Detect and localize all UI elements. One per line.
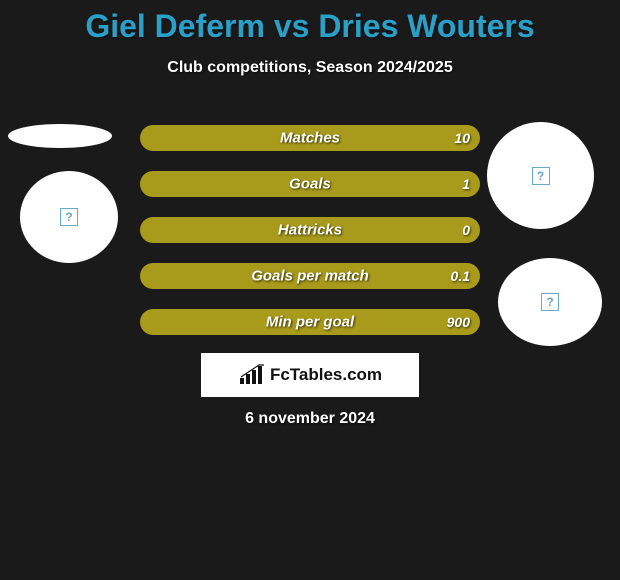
page-title: Giel Deferm vs Dries Wouters bbox=[0, 0, 620, 45]
brand-badge: FcTables.com bbox=[201, 353, 419, 397]
player-left-logo: ? bbox=[20, 171, 118, 263]
player-left-ellipse bbox=[8, 124, 112, 148]
stat-row: Goals per match 0.1 bbox=[140, 263, 480, 289]
bar-left bbox=[140, 171, 147, 197]
comparison-chart: Matches 10 Goals 1 Hattricks 0 Goals per match… bbox=[140, 125, 480, 355]
bar-left bbox=[140, 125, 147, 151]
player-right-logo-1: ? bbox=[487, 122, 594, 229]
stat-row: Goals 1 bbox=[140, 171, 480, 197]
bar-left bbox=[140, 309, 147, 335]
stat-label: Hattricks bbox=[278, 222, 342, 239]
placeholder-icon: ? bbox=[541, 293, 559, 311]
bar-left bbox=[140, 217, 147, 243]
stat-row: Matches 10 bbox=[140, 125, 480, 151]
stat-value-right: 0 bbox=[462, 222, 470, 238]
stat-value-right: 900 bbox=[447, 314, 470, 330]
brand-text: FcTables.com bbox=[270, 365, 382, 385]
stat-label: Matches bbox=[280, 130, 340, 147]
generation-date: 6 november 2024 bbox=[245, 410, 375, 428]
stat-value-right: 0.1 bbox=[451, 268, 470, 284]
stat-label: Goals per match bbox=[251, 268, 369, 285]
stat-label: Goals bbox=[289, 176, 331, 193]
placeholder-icon: ? bbox=[60, 208, 78, 226]
stat-label: Min per goal bbox=[266, 314, 354, 331]
page-subtitle: Club competitions, Season 2024/2025 bbox=[0, 59, 620, 77]
player-right-logo-2: ? bbox=[498, 258, 602, 346]
stat-value-right: 1 bbox=[462, 176, 470, 192]
bars-icon bbox=[238, 364, 266, 386]
stat-row: Hattricks 0 bbox=[140, 217, 480, 243]
bar-left bbox=[140, 263, 147, 289]
stat-value-right: 10 bbox=[454, 130, 470, 146]
placeholder-icon: ? bbox=[532, 167, 550, 185]
stat-row: Min per goal 900 bbox=[140, 309, 480, 335]
